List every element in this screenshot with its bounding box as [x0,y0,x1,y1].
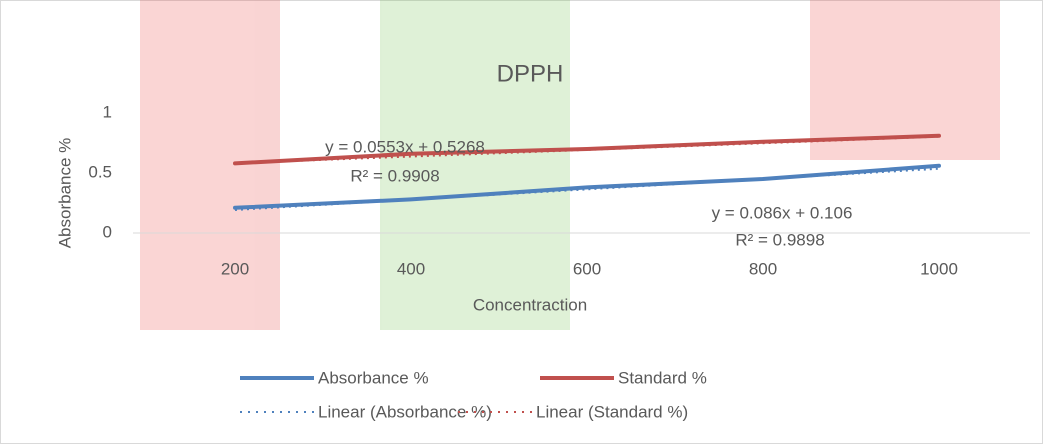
watermark-block [140,0,280,330]
trendline-r2: R² = 0.9898 [735,230,824,249]
y-axis-label: Absorbance % [55,138,74,249]
trendline-r2: R² = 0.9908 [350,166,439,185]
y-tick-label: 0 [103,222,112,241]
legend-label: Linear (Absorbance %) [318,402,492,421]
legend-label: Standard % [618,368,707,387]
legend-label: Linear (Standard %) [536,402,688,421]
chart-title: DPPH [497,60,564,87]
x-tick-label: 200 [221,259,249,278]
legend-label: Absorbance % [318,368,429,387]
chart: DPPH Concentraction Absorbance % 0 0.5 1 20… [0,0,1043,444]
y-tick-label: 1 [103,102,112,121]
y-tick-label: 0.5 [88,162,112,181]
x-tick-label: 800 [749,259,777,278]
trendline-equation: y = 0.086x + 0.106 [712,203,853,222]
x-tick-label: 600 [573,259,601,278]
trendline-equation: y = 0.0553x + 0.5268 [325,137,485,156]
x-axis-label: Concentraction [473,295,587,314]
watermark-block [380,0,570,330]
x-tick-label: 1000 [920,259,958,278]
x-tick-label: 400 [397,259,425,278]
